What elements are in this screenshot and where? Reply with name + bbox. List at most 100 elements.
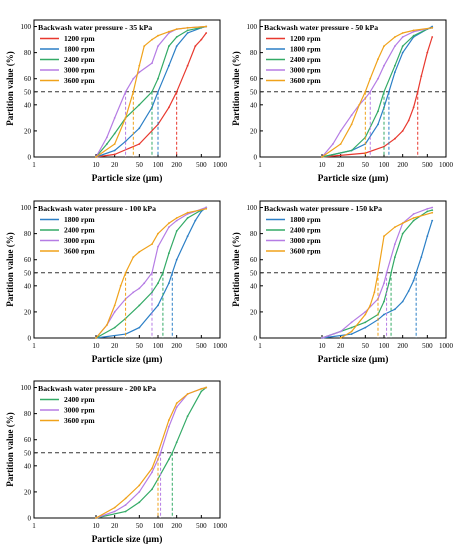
y-tick-label: 80 (24, 49, 32, 57)
legend-label: 1800 rpm (64, 45, 95, 54)
x-axis-label: Particle size (μm) (92, 173, 163, 184)
data-point (394, 36, 396, 38)
series-line-5 (321, 27, 433, 158)
data-point (186, 235, 189, 238)
data-point (157, 45, 159, 47)
data-point (401, 130, 404, 132)
chart-title: Backwash water pressure - 150 kPa (264, 204, 382, 213)
data-point (168, 222, 170, 225)
chart-panel-4: 1 10 20 50 100 200 500 1000 0 20 40 50 60 80 100 Partic… (231, 200, 454, 365)
series-line-1 (95, 32, 207, 158)
data-point (168, 419, 170, 421)
data-point (339, 143, 342, 145)
data-point (95, 517, 97, 519)
y-tick-label: 100 (21, 204, 32, 212)
data-point (186, 64, 189, 67)
data-point (200, 387, 203, 390)
data-point (369, 304, 372, 307)
data-point (194, 219, 197, 222)
x-tick-label: 10 (319, 342, 327, 350)
data-point (401, 32, 404, 34)
data-point (168, 106, 170, 109)
y-tick-label: 20 (24, 488, 32, 496)
x-axis-label: Particle size (μm) (318, 173, 389, 184)
data-point (157, 282, 159, 285)
legend-label: 2400 rpm (64, 226, 95, 235)
data-point (186, 26, 189, 29)
data-point (205, 25, 208, 28)
data-point (377, 58, 379, 60)
data-point (205, 32, 208, 34)
y-tick-label: 0 (28, 335, 32, 343)
data-point (383, 282, 385, 285)
legend-label: 1800 rpm (64, 215, 95, 224)
data-point (113, 149, 116, 152)
data-point (157, 77, 159, 80)
data-point (157, 232, 159, 235)
data-point (124, 510, 127, 513)
legend-label: 1200 rpm (64, 34, 95, 43)
data-point (364, 311, 367, 313)
data-point (431, 211, 434, 214)
y-tick-label: 60 (250, 75, 258, 83)
data-point (358, 103, 361, 106)
data-point (124, 504, 127, 506)
data-point (138, 71, 141, 74)
data-point (388, 282, 390, 285)
data-point (132, 291, 135, 294)
data-point (106, 136, 108, 139)
y-tick-label: 40 (24, 282, 32, 290)
data-point (175, 36, 178, 38)
y-tick-label: 80 (24, 410, 32, 418)
x-tick-label: 1 (32, 522, 36, 530)
data-point (431, 219, 434, 222)
chart-panel-5: 1 10 20 50 100 200 500 1000 0 20 40 50 60 80 100 Partic… (5, 380, 228, 545)
data-point (151, 62, 153, 64)
data-point (412, 279, 415, 282)
data-point (412, 213, 415, 215)
data-point (138, 251, 141, 253)
series-line-2 (95, 206, 207, 339)
y-tick-label: 80 (24, 230, 32, 238)
x-tick-label: 50 (136, 342, 144, 350)
data-point (426, 210, 429, 213)
chart-title: Backwash water pressure - 35 kPa (38, 23, 152, 32)
data-point (168, 282, 170, 285)
data-point (401, 45, 404, 47)
y-axis-label: Partition value (%) (231, 232, 241, 307)
data-point (113, 510, 116, 513)
data-point (186, 415, 189, 418)
data-point (151, 488, 153, 491)
data-point (175, 258, 178, 261)
data-point (175, 230, 178, 232)
x-tick-label: 1000 (439, 342, 454, 350)
x-tick-label: 1000 (213, 161, 228, 169)
data-point (394, 71, 396, 74)
data-point (407, 119, 410, 122)
y-tick-label: 50 (250, 88, 258, 96)
data-point (350, 333, 353, 335)
y-tick-label: 60 (24, 256, 32, 264)
data-point (138, 103, 141, 106)
data-point (186, 211, 189, 214)
data-point (383, 313, 385, 316)
data-point (113, 132, 116, 135)
data-point (369, 77, 372, 80)
data-point (124, 117, 127, 119)
x-tick-label: 50 (136, 522, 144, 530)
y-tick-label: 0 (254, 335, 258, 343)
data-point (377, 123, 379, 126)
data-point (186, 217, 189, 219)
y-tick-label: 40 (24, 101, 32, 109)
data-point (412, 30, 415, 33)
data-point (168, 30, 170, 33)
plot-frame (259, 200, 447, 339)
data-point (364, 326, 367, 329)
x-tick-label: 500 (422, 161, 433, 169)
data-point (113, 117, 116, 119)
data-point (426, 207, 429, 210)
data-point (168, 45, 170, 47)
data-point (113, 506, 116, 509)
y-tick-label: 50 (24, 449, 32, 457)
data-point (383, 64, 385, 67)
